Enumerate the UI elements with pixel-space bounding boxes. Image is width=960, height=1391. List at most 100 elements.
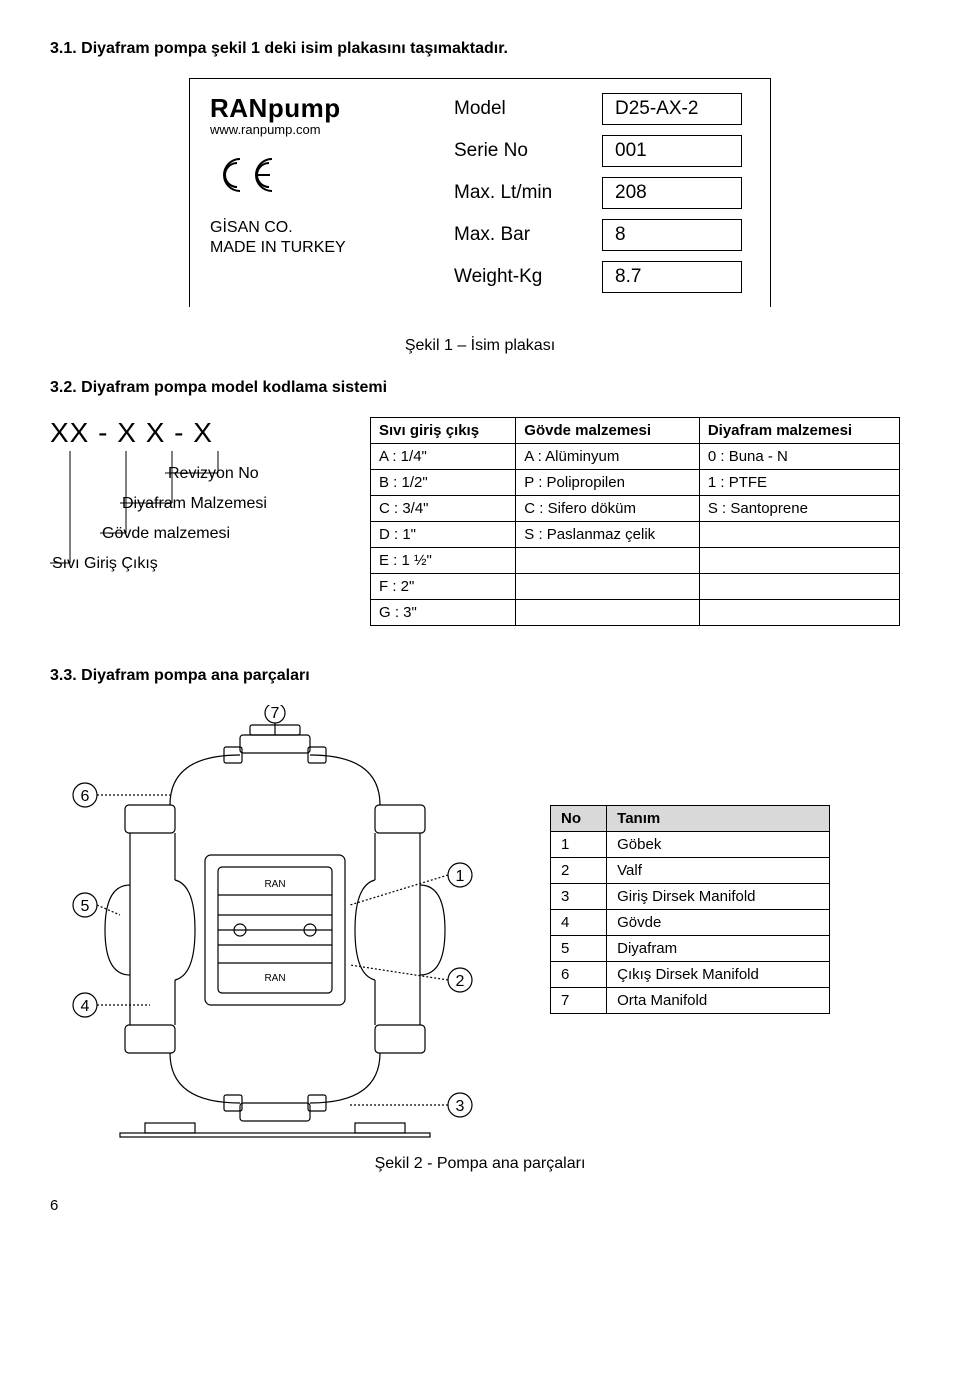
parts-head-no: No xyxy=(551,806,607,832)
table-row: 3Giriş Dirsek Manifold xyxy=(551,884,830,910)
cell xyxy=(699,574,899,600)
figure-2-caption: Şekil 2 - Pompa ana parçaları xyxy=(50,1155,910,1173)
table-row: 2Valf xyxy=(551,858,830,884)
code-tree: XX - X X - X Revizyon No Diyafram Malzem… xyxy=(50,417,330,627)
cell: F : 2" xyxy=(371,574,516,600)
model-code-pattern: XX - X X - X xyxy=(50,417,213,449)
cell: Valf xyxy=(607,858,830,884)
table-row: Sıvı giriş çıkış Gövde malzemesi Diyafra… xyxy=(371,418,900,444)
cell: 0 : Buna - N xyxy=(699,444,899,470)
nameplate: RANpump www.ranpump.com GİSAN CO. MADE I… xyxy=(189,78,771,307)
cell: S : Santoprene xyxy=(699,496,899,522)
table-row: 6Çıkış Dirsek Manifold xyxy=(551,962,830,988)
tree-label-diyafram: Diyafram Malzemesi xyxy=(122,495,267,513)
brand-url: www.ranpump.com xyxy=(210,122,430,137)
ran-text-bottom: RAN xyxy=(264,973,285,984)
callout-3: 3 xyxy=(456,1098,465,1115)
page-number: 6 xyxy=(50,1197,910,1214)
cell: 7 xyxy=(551,988,607,1014)
np-serie-value: 001 xyxy=(602,135,742,167)
cell: 2 xyxy=(551,858,607,884)
cell: Diyafram xyxy=(607,936,830,962)
brand-name: RANpump xyxy=(210,93,430,124)
callout-7: 7 xyxy=(271,705,280,722)
cell: E : 1 ½" xyxy=(371,548,516,574)
cell: 1 : PTFE xyxy=(699,470,899,496)
coding-head-c1: Sıvı giriş çıkış xyxy=(371,418,516,444)
section-3-2-title: 3.2. Diyafram pompa model kodlama sistem… xyxy=(50,379,910,397)
tree-label-sivi: Sıvı Giriş Çıkış xyxy=(52,555,158,573)
table-row: D : 1" S : Paslanmaz çelik xyxy=(371,522,900,548)
cell: P : Polipropilen xyxy=(516,470,700,496)
table-row: A : 1/4" A : Alüminyum 0 : Buna - N xyxy=(371,444,900,470)
callout-5: 5 xyxy=(81,898,90,915)
table-row: G : 3" xyxy=(371,600,900,626)
cell: 1 xyxy=(551,832,607,858)
cell: Giriş Dirsek Manifold xyxy=(607,884,830,910)
np-weight-value: 8.7 xyxy=(602,261,742,293)
table-row: No Tanım xyxy=(551,806,830,832)
cell: 5 xyxy=(551,936,607,962)
np-model-value: D25-AX-2 xyxy=(602,93,742,125)
tree-label-revizyon: Revizyon No xyxy=(168,465,259,483)
table-row: 7Orta Manifold xyxy=(551,988,830,1014)
coding-table: Sıvı giriş çıkış Gövde malzemesi Diyafra… xyxy=(370,417,900,626)
made-in-label: MADE IN TURKEY xyxy=(210,239,430,257)
cell: D : 1" xyxy=(371,522,516,548)
company-name: GİSAN CO. xyxy=(210,219,430,237)
coding-head-c3: Diyafram malzemesi xyxy=(699,418,899,444)
np-bar-label: Max. Bar xyxy=(454,224,584,246)
table-row: B : 1/2" P : Polipropilen 1 : PTFE xyxy=(371,470,900,496)
table-row: C : 3/4" C : Sifero döküm S : Santoprene xyxy=(371,496,900,522)
cell: Göbek xyxy=(607,832,830,858)
cell xyxy=(516,600,700,626)
callout-4: 4 xyxy=(81,998,90,1015)
ran-text-top: RAN xyxy=(264,879,285,890)
pump-diagram: 7 1 2 3 6 5 4 RAN RAN xyxy=(50,705,510,1145)
cell: Çıkış Dirsek Manifold xyxy=(607,962,830,988)
section-3-1-title: 3.1. Diyafram pompa şekil 1 deki isim pl… xyxy=(50,40,910,58)
np-model-label: Model xyxy=(454,98,584,120)
table-row: E : 1 ½" xyxy=(371,548,900,574)
table-row: 4Gövde xyxy=(551,910,830,936)
table-row: F : 2" xyxy=(371,574,900,600)
cell: S : Paslanmaz çelik xyxy=(516,522,700,548)
tree-label-govde: Gövde malzemesi xyxy=(102,525,230,543)
cell xyxy=(699,600,899,626)
np-weight-label: Weight-Kg xyxy=(454,266,584,288)
table-row: 5Diyafram xyxy=(551,936,830,962)
cell: A : Alüminyum xyxy=(516,444,700,470)
cell: C : 3/4" xyxy=(371,496,516,522)
parts-head-tanim: Tanım xyxy=(607,806,830,832)
section-3-3-title: 3.3. Diyafram pompa ana parçaları xyxy=(50,667,910,685)
callout-1: 1 xyxy=(456,868,465,885)
cell xyxy=(516,548,700,574)
nameplate-fields: Model D25-AX-2 Serie No 001 Max. Lt/min … xyxy=(454,93,750,293)
callout-6: 6 xyxy=(81,788,90,805)
cell xyxy=(699,548,899,574)
coding-head-c2: Gövde malzemesi xyxy=(516,418,700,444)
parts-row: 7 1 2 3 6 5 4 RAN RAN No Tanım 1Göbek 2V… xyxy=(50,705,910,1145)
cell: 4 xyxy=(551,910,607,936)
cell: Gövde xyxy=(607,910,830,936)
callout-2: 2 xyxy=(456,973,465,990)
cell xyxy=(516,574,700,600)
parts-table: No Tanım 1Göbek 2Valf 3Giriş Dirsek Mani… xyxy=(550,805,830,1014)
nameplate-left: RANpump www.ranpump.com GİSAN CO. MADE I… xyxy=(210,93,430,293)
cell: A : 1/4" xyxy=(371,444,516,470)
table-row: 1Göbek xyxy=(551,832,830,858)
cell: Orta Manifold xyxy=(607,988,830,1014)
ce-mark-icon xyxy=(210,153,282,197)
np-lt-value: 208 xyxy=(602,177,742,209)
cell: 6 xyxy=(551,962,607,988)
model-coding-row: XX - X X - X Revizyon No Diyafram Malzem… xyxy=(50,417,910,627)
figure-1-caption: Şekil 1 – İsim plakası xyxy=(50,337,910,355)
cell: B : 1/2" xyxy=(371,470,516,496)
cell: C : Sifero döküm xyxy=(516,496,700,522)
np-bar-value: 8 xyxy=(602,219,742,251)
cell xyxy=(699,522,899,548)
cell: 3 xyxy=(551,884,607,910)
np-serie-label: Serie No xyxy=(454,140,584,162)
np-lt-label: Max. Lt/min xyxy=(454,182,584,204)
cell: G : 3" xyxy=(371,600,516,626)
